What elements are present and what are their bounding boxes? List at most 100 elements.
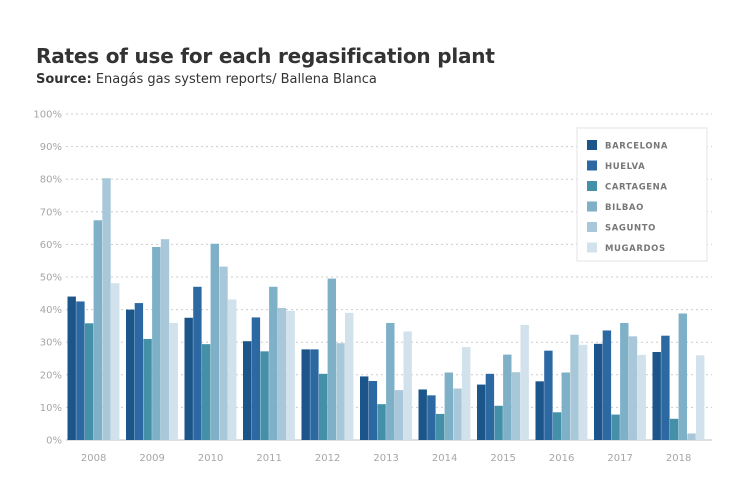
- legend-label-sagunto: SAGUNTO: [605, 224, 656, 234]
- source-text: Enagás gas system reports/ Ballena Blanc…: [91, 72, 377, 87]
- y-tick-label: 40%: [40, 305, 62, 316]
- bar-sagunto-2016: [570, 334, 579, 440]
- y-tick-label: 70%: [40, 207, 62, 218]
- legend-swatch-bilbao: [587, 201, 597, 212]
- bar-sagunto-2015: [511, 372, 521, 440]
- bar-sagunto-2011: [277, 307, 287, 440]
- bar-huelva-2011: [251, 317, 261, 440]
- x-tick-label: 2011: [256, 453, 281, 464]
- x-tick-label: 2012: [315, 453, 340, 464]
- bar-barcelona-2011: [243, 341, 252, 440]
- bar-bilbao-2011: [269, 286, 278, 440]
- bar-mugardos-2012: [345, 312, 354, 440]
- legend-swatch-mugardos: [587, 242, 597, 253]
- bar-bilbao-2017: [620, 322, 629, 440]
- y-tick-label: 60%: [40, 240, 62, 251]
- bar-bilbao-2018: [678, 313, 687, 440]
- bar-sagunto-2008: [102, 178, 111, 441]
- bar-cartagena-2013: [377, 404, 386, 440]
- legend-label-bilbao: BILBAO: [605, 203, 644, 213]
- x-tick-label: 2009: [139, 453, 164, 464]
- legend-label-cartagena: CARTAGENA: [605, 183, 668, 193]
- bar-huelva-2010: [193, 286, 202, 440]
- bar-bilbao-2008: [93, 220, 102, 440]
- x-tick-label: 2018: [666, 453, 691, 464]
- bar-bilbao-2010: [210, 243, 219, 440]
- bar-huelva-2016: [544, 350, 553, 440]
- chart-subtitle: Source: Enagás gas system reports/ Balle…: [36, 72, 377, 87]
- bar-mugardos-2008: [111, 283, 120, 440]
- bar-huelva-2012: [310, 349, 319, 440]
- bar-barcelona-2014: [418, 389, 427, 440]
- bar-sagunto-2013: [394, 390, 404, 440]
- bar-mugardos-2017: [637, 354, 646, 440]
- bar-sagunto-2014: [453, 388, 462, 440]
- bar-cartagena-2016: [552, 412, 562, 440]
- bar-barcelona-2008: [67, 296, 76, 440]
- bar-barcelona-2009: [126, 309, 135, 440]
- bar-sagunto-2018: [687, 433, 696, 440]
- bar-barcelona-2017: [594, 343, 603, 440]
- bar-barcelona-2012: [301, 349, 310, 440]
- bar-huelva-2014: [427, 395, 436, 440]
- bar-mugardos-2011: [286, 310, 295, 440]
- x-tick-label: 2008: [81, 453, 106, 464]
- bar-mugardos-2010: [228, 299, 237, 440]
- bar-huelva-2018: [661, 335, 670, 440]
- legend-swatch-barcelona: [587, 140, 597, 150]
- bar-mugardos-2014: [462, 347, 471, 440]
- legend-swatch-cartagena: [587, 181, 597, 191]
- bar-mugardos-2016: [579, 344, 588, 440]
- bar-sagunto-2012: [336, 343, 345, 440]
- bar-cartagena-2008: [84, 323, 94, 440]
- bar-mugardos-2013: [403, 331, 412, 440]
- y-tick-label: 90%: [40, 142, 62, 153]
- bar-bilbao-2009: [152, 247, 161, 440]
- y-tick-label: 100%: [33, 110, 62, 121]
- x-tick-label: 2014: [432, 453, 457, 464]
- y-tick-label: 50%: [40, 273, 62, 284]
- bar-sagunto-2010: [219, 266, 228, 440]
- chart-title: Rates of use for each regasification pla…: [36, 44, 495, 68]
- x-tick-label: 2017: [607, 453, 632, 464]
- bar-barcelona-2018: [652, 351, 661, 440]
- bar-huelva-2009: [134, 303, 144, 440]
- bar-huelva-2015: [485, 373, 495, 440]
- legend: BARCELONA HUELVA CARTAGENA BILBAO SAGUNTO MUG…: [576, 127, 708, 262]
- bar-bilbao-2016: [561, 372, 570, 440]
- y-tick-label: 10%: [40, 403, 62, 414]
- bar-huelva-2008: [76, 301, 85, 440]
- bar-bilbao-2014: [444, 372, 453, 440]
- legend-swatch-sagunto: [587, 222, 597, 232]
- y-tick-label: 30%: [40, 338, 62, 349]
- bar-huelva-2017: [602, 330, 612, 440]
- legend-label-barcelona: BARCELONA: [605, 142, 668, 152]
- legend-box: [576, 127, 708, 262]
- legend-label-mugardos: MUGARDOS: [605, 244, 666, 254]
- bar-cartagena-2017: [611, 414, 620, 440]
- x-tick-label: 2013: [373, 453, 398, 464]
- bar-cartagena-2010: [201, 344, 211, 440]
- bar-cartagena-2015: [494, 405, 503, 440]
- bar-bilbao-2012: [327, 278, 336, 440]
- bar-cartagena-2012: [318, 373, 328, 440]
- bar-sagunto-2017: [628, 336, 638, 440]
- bar-bilbao-2015: [503, 354, 512, 440]
- bar-mugardos-2018: [696, 355, 705, 440]
- source-label: Source:: [36, 72, 92, 87]
- bar-cartagena-2018: [669, 418, 679, 440]
- y-tick-label: 80%: [40, 175, 62, 186]
- legend-swatch-huelva: [587, 160, 597, 171]
- bar-barcelona-2016: [535, 381, 544, 440]
- legend-label-huelva: HUELVA: [605, 162, 645, 172]
- bar-barcelona-2015: [477, 384, 486, 440]
- bar-cartagena-2009: [143, 338, 152, 440]
- bar-cartagena-2011: [260, 351, 269, 440]
- x-axis-labels: 2008 2009 2010 2011 2012 2013 2014 2015 2016 2017…: [81, 453, 691, 464]
- y-tick-label: 20%: [40, 370, 62, 381]
- x-tick-label: 2015: [490, 453, 515, 464]
- bar-mugardos-2015: [520, 324, 529, 440]
- x-tick-label: 2010: [198, 453, 223, 464]
- bar-barcelona-2013: [360, 376, 369, 440]
